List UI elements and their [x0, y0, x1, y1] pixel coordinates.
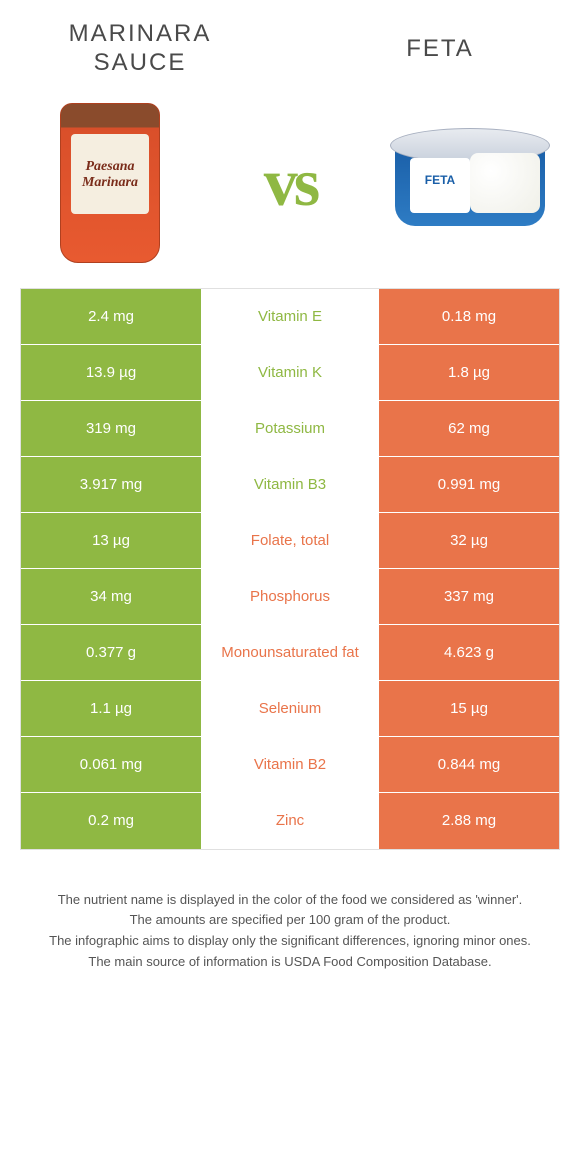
nutrient-comparison-table: 2.4 mgVitamin E0.18 mg13.9 µgVitamin K1.…: [20, 288, 560, 850]
vs-label: vs: [264, 143, 316, 222]
right-value-cell: 1.8 µg: [379, 345, 559, 400]
right-value-cell: 15 µg: [379, 681, 559, 736]
right-value-cell: 0.844 mg: [379, 737, 559, 792]
right-product-image: [390, 93, 550, 273]
header: MARINARA SAUCE FETA: [0, 0, 580, 88]
nutrient-name-cell: Monounsaturated fat: [201, 625, 379, 680]
table-row: 0.2 mgZinc2.88 mg: [21, 793, 559, 849]
left-value-cell: 34 mg: [21, 569, 201, 624]
left-value-cell: 0.2 mg: [21, 793, 201, 849]
table-row: 319 mgPotassium62 mg: [21, 401, 559, 457]
nutrient-name-cell: Selenium: [201, 681, 379, 736]
product-images-row: vs: [0, 88, 580, 288]
nutrient-name-cell: Vitamin B3: [201, 457, 379, 512]
table-row: 0.377 gMonounsaturated fat4.623 g: [21, 625, 559, 681]
left-product-image: [30, 93, 190, 273]
right-value-cell: 337 mg: [379, 569, 559, 624]
left-value-cell: 319 mg: [21, 401, 201, 456]
left-value-cell: 13.9 µg: [21, 345, 201, 400]
feta-container-icon: [390, 128, 550, 238]
table-row: 13.9 µgVitamin K1.8 µg: [21, 345, 559, 401]
right-value-cell: 62 mg: [379, 401, 559, 456]
right-value-cell: 4.623 g: [379, 625, 559, 680]
right-value-cell: 0.18 mg: [379, 289, 559, 344]
footnote-line: The infographic aims to display only the…: [30, 931, 550, 952]
left-value-cell: 0.377 g: [21, 625, 201, 680]
footnote-line: The main source of information is USDA F…: [30, 952, 550, 973]
left-title: MARINARA SAUCE: [40, 20, 240, 78]
right-title: FETA: [340, 20, 540, 78]
right-value-cell: 2.88 mg: [379, 793, 559, 849]
left-value-cell: 3.917 mg: [21, 457, 201, 512]
marinara-jar-icon: [60, 103, 160, 263]
left-value-cell: 0.061 mg: [21, 737, 201, 792]
nutrient-name-cell: Folate, total: [201, 513, 379, 568]
left-value-cell: 13 µg: [21, 513, 201, 568]
footnote-line: The nutrient name is displayed in the co…: [30, 890, 550, 911]
right-value-cell: 32 µg: [379, 513, 559, 568]
table-row: 0.061 mgVitamin B20.844 mg: [21, 737, 559, 793]
right-value-cell: 0.991 mg: [379, 457, 559, 512]
nutrient-name-cell: Vitamin E: [201, 289, 379, 344]
left-value-cell: 1.1 µg: [21, 681, 201, 736]
table-row: 13 µgFolate, total32 µg: [21, 513, 559, 569]
table-row: 3.917 mgVitamin B30.991 mg: [21, 457, 559, 513]
nutrient-name-cell: Zinc: [201, 793, 379, 849]
nutrient-name-cell: Vitamin B2: [201, 737, 379, 792]
nutrient-name-cell: Vitamin K: [201, 345, 379, 400]
nutrient-name-cell: Potassium: [201, 401, 379, 456]
footnote-line: The amounts are specified per 100 gram o…: [30, 910, 550, 931]
table-row: 34 mgPhosphorus337 mg: [21, 569, 559, 625]
footnotes: The nutrient name is displayed in the co…: [0, 850, 580, 993]
left-value-cell: 2.4 mg: [21, 289, 201, 344]
nutrient-name-cell: Phosphorus: [201, 569, 379, 624]
table-row: 1.1 µgSelenium15 µg: [21, 681, 559, 737]
table-row: 2.4 mgVitamin E0.18 mg: [21, 289, 559, 345]
